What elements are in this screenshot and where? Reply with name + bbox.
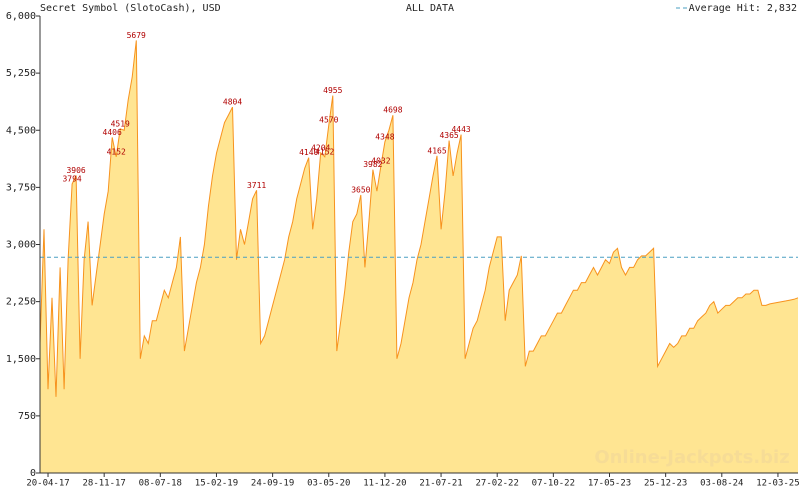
- peak-label: 4365: [439, 131, 458, 140]
- x-tick-label: 25-12-23: [644, 479, 687, 489]
- peak-label: 4165: [427, 146, 446, 155]
- peak-label: 5679: [127, 31, 146, 40]
- peak-label: 3982: [363, 160, 382, 169]
- x-tick-label: 03-08-24: [700, 479, 743, 489]
- peak-label: 4152: [107, 147, 126, 156]
- peak-label: 4804: [223, 98, 242, 107]
- peak-label: 4698: [383, 106, 402, 115]
- peak-label: 3794: [62, 175, 81, 184]
- y-tick-label: 3,000: [6, 240, 36, 251]
- y-tick-label: 2,250: [6, 297, 36, 308]
- peak-label: 3650: [351, 185, 370, 194]
- peak-label: 4406: [103, 128, 122, 137]
- peak-label: 4443: [451, 125, 470, 134]
- peak-label: 4519: [111, 119, 130, 128]
- chart-title: Secret Symbol (SlotoCash), USD: [40, 3, 221, 14]
- x-tick-label: 08-07-18: [139, 479, 182, 489]
- x-tick-label: 15-02-19: [195, 479, 238, 489]
- peak-label: 4204: [311, 143, 330, 152]
- y-tick-label: 3,750: [6, 182, 36, 193]
- y-tick-label: 5,250: [6, 68, 36, 79]
- chart-subtitle: ALL DATA: [406, 3, 454, 14]
- x-tick-label: 21-07-21: [419, 479, 462, 489]
- peak-label: 3711: [247, 181, 266, 190]
- y-tick-label: 1,500: [6, 354, 36, 365]
- watermark: Online-Jackpots.biz: [594, 447, 789, 468]
- peak-label: 4152: [315, 147, 334, 156]
- y-tick-label: 4,500: [6, 125, 36, 136]
- x-tick-label: 24-09-19: [251, 479, 294, 489]
- peak-label: 4140: [299, 148, 318, 157]
- x-tick-label: 20-04-17: [26, 479, 69, 489]
- peak-label: 4570: [319, 115, 338, 124]
- area-line: [39, 40, 799, 397]
- peak-label: 4348: [375, 132, 394, 141]
- legend-label: Average Hit: 2,832: [689, 3, 797, 14]
- y-tick-label: 0: [30, 468, 36, 479]
- peak-label: 4032: [371, 156, 390, 165]
- x-tick-label: 07-10-22: [532, 479, 575, 489]
- x-tick-label: 12-03-25: [756, 479, 799, 489]
- peak-label: 3906: [66, 166, 85, 175]
- x-tick-label: 03-05-20: [307, 479, 350, 489]
- x-tick-label: 17-05-23: [588, 479, 631, 489]
- x-tick-label: 11-12-20: [363, 479, 406, 489]
- area-fill: [40, 40, 798, 474]
- y-tick-label: 750: [18, 411, 36, 422]
- x-tick-label: 28-11-17: [82, 479, 125, 489]
- x-tick-label: 27-02-22: [476, 479, 519, 489]
- peak-label: 4955: [323, 86, 342, 95]
- y-tick-label: 6,000: [6, 11, 36, 22]
